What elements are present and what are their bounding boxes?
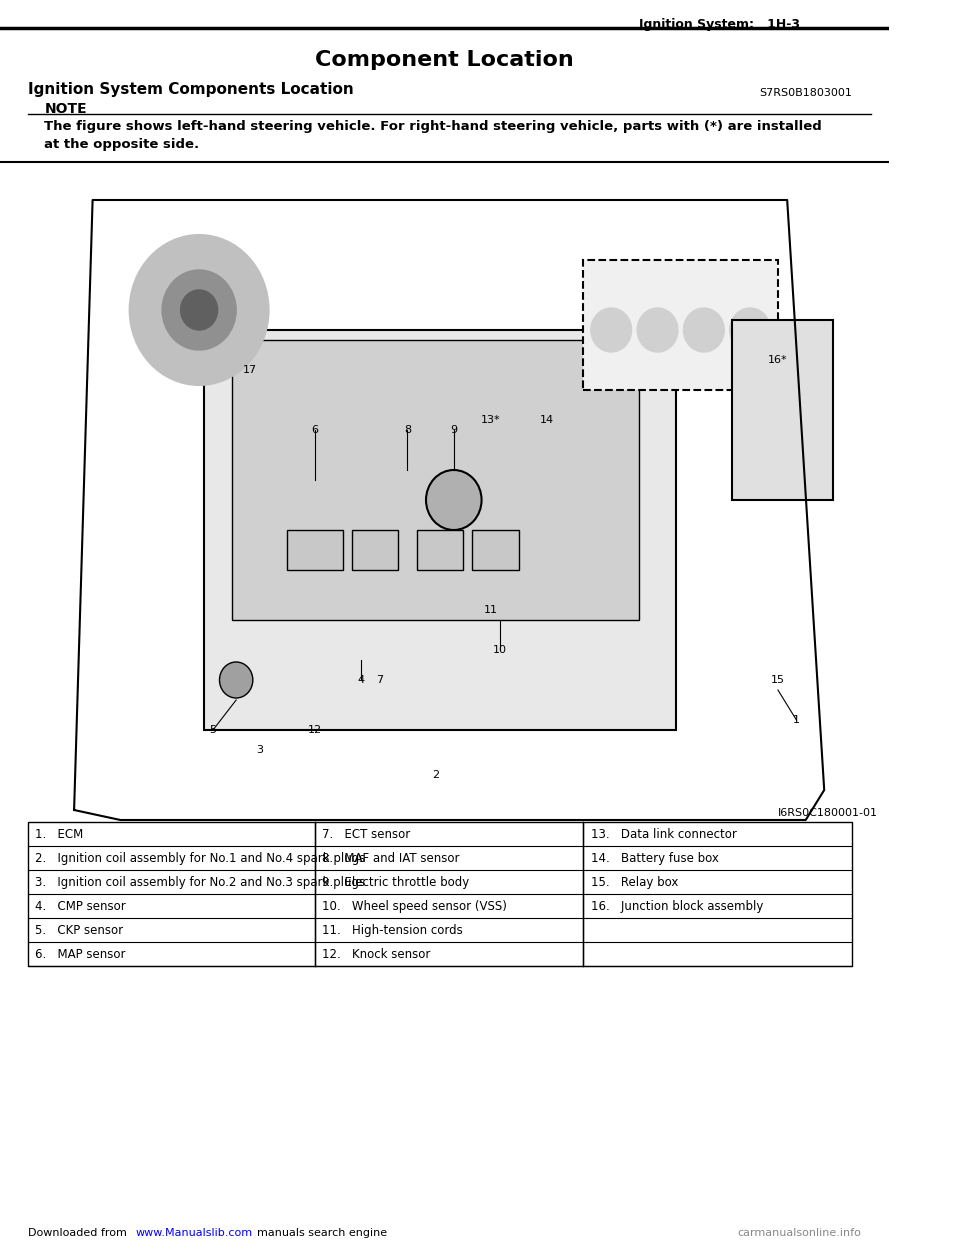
Bar (352, 530, 398, 570)
Circle shape (426, 469, 482, 530)
Text: carmanualsonline.info: carmanualsonline.info (737, 1228, 861, 1238)
Text: 5: 5 (209, 725, 217, 735)
Text: 2.   Ignition coil assembly for No.1 and No.4 spark plugs: 2. Ignition coil assembly for No.1 and N… (36, 852, 366, 864)
Text: 10.   Wheel speed sensor (VSS): 10. Wheel speed sensor (VSS) (323, 900, 507, 913)
Text: 5.   CKP sensor: 5. CKP sensor (36, 924, 123, 936)
Text: NOTE: NOTE (44, 102, 87, 116)
Text: Component Location: Component Location (315, 50, 574, 70)
Circle shape (730, 308, 771, 351)
Text: 8.   MAF and IAT sensor: 8. MAF and IAT sensor (323, 852, 460, 864)
Text: 16.   Junction block assembly: 16. Junction block assembly (590, 900, 763, 913)
Text: 1: 1 (793, 715, 800, 725)
Text: 13.   Data link connector: 13. Data link connector (590, 828, 736, 841)
Text: www.Manualslib.com: www.Manualslib.com (135, 1228, 252, 1238)
Text: 7: 7 (376, 674, 383, 686)
Text: 10: 10 (493, 645, 507, 655)
Text: S7RS0B1803001: S7RS0B1803001 (759, 88, 852, 98)
Bar (584, 260, 778, 390)
Text: 16*: 16* (768, 355, 788, 365)
Text: 1.   ECM: 1. ECM (36, 828, 84, 841)
Text: Ignition System:   1H-3: Ignition System: 1H-3 (639, 17, 800, 31)
Text: 4.   CMP sensor: 4. CMP sensor (36, 900, 126, 913)
Text: 8: 8 (404, 425, 411, 435)
Text: 17: 17 (243, 365, 257, 375)
Bar (417, 530, 463, 570)
Text: 14: 14 (540, 415, 554, 425)
Text: I6RS0C180001-01: I6RS0C180001-01 (778, 809, 877, 818)
Text: 6: 6 (311, 425, 319, 435)
Circle shape (180, 289, 218, 330)
Text: 12.   Knock sensor: 12. Knock sensor (323, 948, 431, 961)
Text: 6.   MAP sensor: 6. MAP sensor (36, 948, 126, 961)
Text: 9.   Electric throttle body: 9. Electric throttle body (323, 876, 469, 889)
Text: 15: 15 (771, 674, 785, 686)
Text: 12: 12 (308, 725, 322, 735)
Text: 7.   ECT sensor: 7. ECT sensor (323, 828, 411, 841)
Bar (287, 530, 343, 570)
Text: The figure shows left-hand steering vehicle. For right-hand steering vehicle, pa: The figure shows left-hand steering vehi… (44, 120, 822, 152)
Text: 11.   High-tension cords: 11. High-tension cords (323, 924, 463, 936)
Circle shape (637, 308, 678, 351)
Bar (472, 530, 518, 570)
Text: 13*: 13* (481, 415, 501, 425)
Text: manuals search engine: manuals search engine (250, 1228, 387, 1238)
Text: 3: 3 (255, 745, 263, 755)
Text: 15.   Relay box: 15. Relay box (590, 876, 678, 889)
Bar (28, 822, 852, 966)
Text: Downloaded from: Downloaded from (28, 1228, 131, 1238)
Bar (231, 340, 639, 620)
Bar (28, 165, 861, 810)
Circle shape (590, 308, 632, 351)
Circle shape (130, 235, 269, 385)
Text: 2: 2 (432, 770, 439, 780)
Text: 9: 9 (450, 425, 457, 435)
Text: 11: 11 (484, 605, 498, 615)
Circle shape (684, 308, 724, 351)
Text: Ignition System Components Location: Ignition System Components Location (28, 82, 353, 97)
Circle shape (220, 662, 252, 698)
Text: 3.   Ignition coil assembly for No.2 and No.3 spark plugs: 3. Ignition coil assembly for No.2 and N… (36, 876, 366, 889)
Text: 14.   Battery fuse box: 14. Battery fuse box (590, 852, 719, 864)
Text: 4: 4 (358, 674, 365, 686)
Bar (204, 330, 676, 730)
Bar (732, 320, 833, 501)
Circle shape (162, 270, 236, 350)
